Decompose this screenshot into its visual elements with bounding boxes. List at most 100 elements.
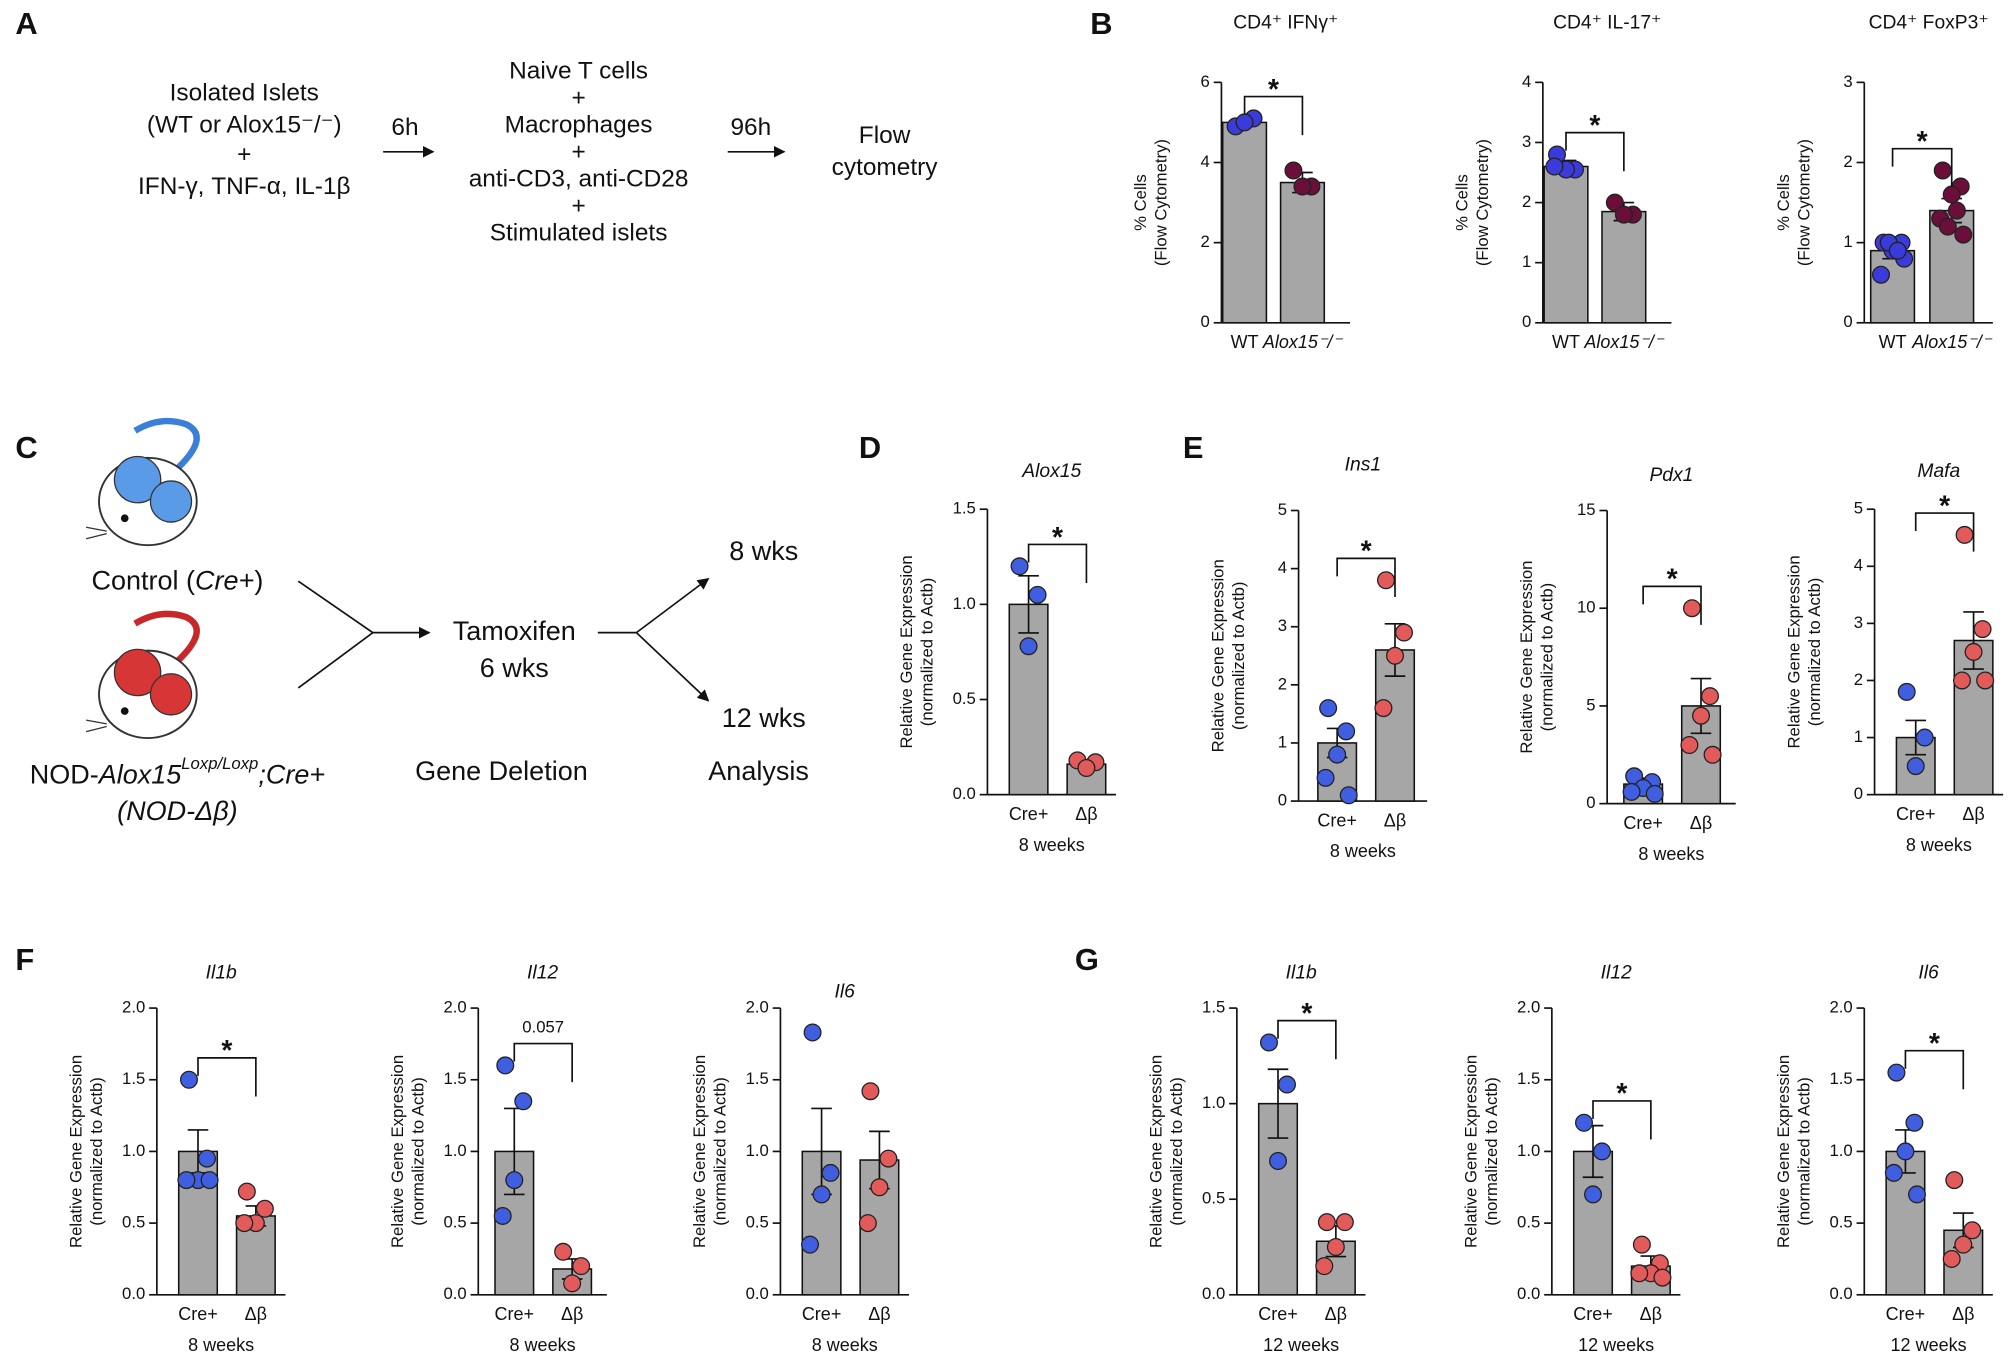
y-axis-label: Relative Gene Expression [897,555,916,748]
significance-label: * [1301,997,1312,1029]
x-tick-label: WT [1231,332,1259,352]
y-tick-label: 15 [1577,500,1596,519]
data-point [1915,728,1934,747]
significance-bracket [1565,131,1625,172]
x-tick-label: Cre+ [1258,1304,1298,1324]
data-point [1235,113,1254,132]
chart-title: Ins1 [1345,455,1381,476]
y-tick-label: 1.0 [1202,1093,1225,1112]
significance-bracket [1904,1049,1965,1090]
diagram-c: Control (Cre+) NOD-Alox15Loxp/Loxp;Cre+ … [30,417,809,826]
significance-bracket [1027,543,1088,584]
panel-label: E [1183,430,1204,465]
data-point [1955,525,1974,544]
data-point [1575,1113,1594,1132]
data-point [1680,736,1699,755]
data-point [1953,671,1972,690]
diagram-a: Isolated Islets (WT or Alox15⁻/⁻) + IFN-… [138,58,938,247]
step-text: + [571,139,585,166]
y-tick-label: 1.5 [953,499,976,518]
data-point [1377,571,1395,590]
y-axis-label: % Cells [1453,174,1472,231]
significance-label: * [1929,1027,1940,1059]
x-axis-label: 8 weeks [812,1335,878,1354]
significance-bracket [1914,512,1975,552]
data-point [1947,201,1966,220]
y-tick-label: 1.5 [443,1069,466,1088]
data-point [1584,1185,1603,1204]
x-tick-label: WT [1879,332,1907,352]
y-tick-label: 0 [1278,790,1287,809]
data-point [1954,1235,1973,1254]
x-tick-label: Δβ [1075,804,1097,824]
y-tick-label: 0.0 [953,784,976,803]
y-tick-label: 1.5 [1202,997,1225,1016]
chart: Alox15 Relative Gene Expression (normalize… [897,461,1116,855]
data-point [1284,161,1303,180]
step-text: + [237,141,251,168]
data-point [812,1185,831,1204]
x-tick-label: Cre+ [1009,804,1049,824]
y-axis-label: Relative Gene Expression [1147,1055,1166,1248]
data-point [1269,1151,1287,1170]
chart: Il1b Relative Gene Expression (normalized … [67,962,286,1354]
x-tick-label: Δβ [1384,810,1406,830]
x-tick-label: Alox15⁻/⁻ [1262,332,1344,352]
label-part: ) [254,566,263,596]
y-axis-label: (normalized to Actb) [711,1077,730,1226]
step-text: anti-CD3, anti-CD28 [469,166,689,193]
y-tick-label: 0.0 [746,1284,769,1303]
data-point [1887,1063,1906,1082]
x-tick-label: Alox15⁻/⁻ [1911,332,1993,352]
y-tick-label: 0.0 [1829,1284,1852,1303]
y-axis-label: % Cells [1131,174,1150,231]
data-point [1692,706,1711,725]
y-tick-label: 2 [1201,232,1210,251]
step-text: Naive T cells [509,58,648,85]
chart-title: Il1b [1286,962,1317,983]
y-tick-label: 1.5 [1517,1069,1540,1088]
data-point [1326,1237,1345,1256]
y-tick-label: 0.0 [1517,1284,1540,1303]
data-point [1976,671,1995,690]
y-tick-label: 1 [1854,727,1863,746]
data-point [1593,1142,1612,1161]
arrow-label: 96h [730,114,771,141]
chart-title: CD4⁺ FoxP3⁺ [1869,12,1989,33]
step-text: Macrophages [505,112,653,139]
arrow [635,632,710,702]
y-tick-label: 2 [1854,670,1863,689]
y-tick-label: 4 [1201,152,1210,171]
chart-title: Alox15 [1021,461,1081,482]
y-tick-label: 4 [1522,72,1531,91]
significance-bracket [1642,585,1702,625]
data-point [1653,1268,1672,1287]
significance-label: * [1939,489,1950,521]
y-axis-label: (Flow Cytometry) [1473,139,1492,266]
data-point [1954,225,1973,244]
data-point [1942,185,1961,204]
y-tick-label: 2.0 [1517,997,1540,1016]
y-tick-label: 0.5 [1517,1213,1540,1232]
panel-label: D [859,430,881,465]
y-tick-label: 0.5 [953,689,976,708]
y-axis-label: (normalized to Actb) [1537,583,1556,732]
chart: Il12 Relative Gene Expression (normalized … [388,962,607,1354]
data-point [821,1163,840,1182]
y-axis-label: Relative Gene Expression [1208,559,1227,752]
y-tick-label: 0.5 [443,1213,466,1232]
chart: CD4⁺ IFNγ⁺ % Cells (Flow Cytometry) 0 2 4 6 WT A… [1131,12,1350,352]
label-part: ;Cre+ [258,760,325,790]
chart-title: Pdx1 [1649,465,1693,486]
significance-bracket [1592,1100,1652,1140]
data-point [803,1023,822,1042]
data-point [1945,1171,1964,1190]
data-point [1019,637,1038,656]
label-part: Alox15 [97,760,183,790]
data-point [514,1092,533,1111]
x-tick-label: Δβ [1952,1304,1974,1324]
y-tick-label: 0.5 [1202,1189,1225,1208]
y-axis-label: Relative Gene Expression [67,1055,86,1248]
data-point [1884,1163,1903,1182]
y-tick-label: 1.0 [1829,1141,1852,1160]
